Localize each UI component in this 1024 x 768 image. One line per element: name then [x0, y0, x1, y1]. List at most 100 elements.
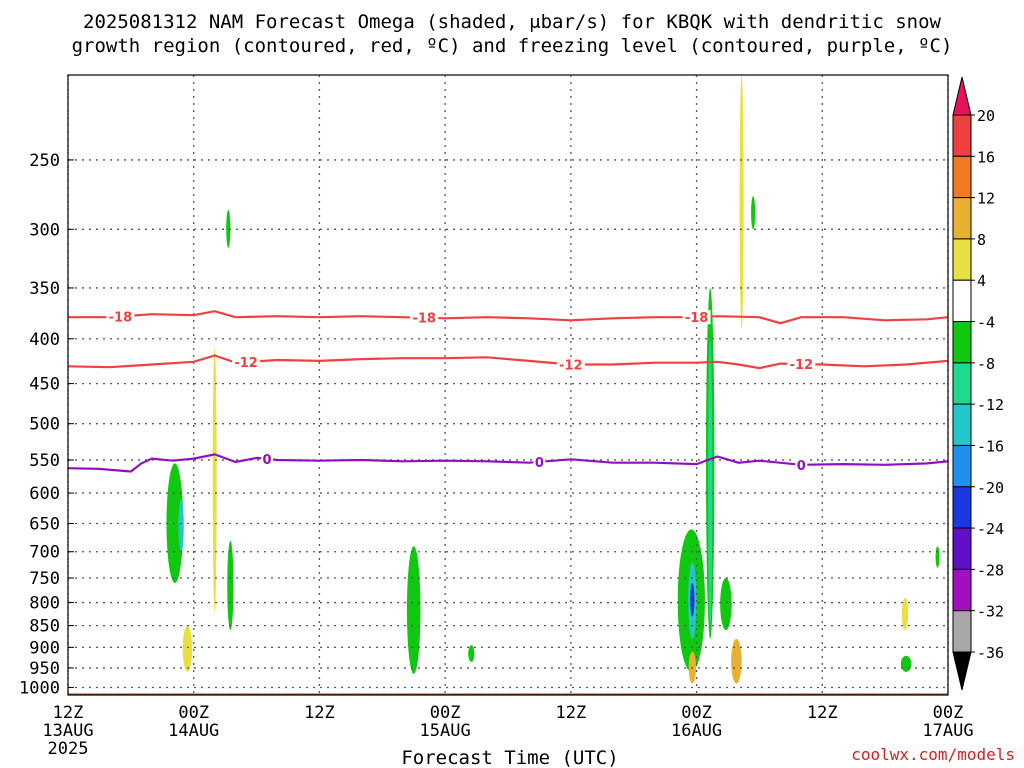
colorbar-label-6: -8 [977, 355, 995, 373]
colorbar-label-8: -16 [977, 437, 1004, 455]
colorbar-segment-4 [952, 238, 972, 281]
contour-label-bg-1-0 [232, 355, 261, 370]
x-tick-label-3: 00Z [430, 703, 461, 723]
contour-label-2-1: 0 [535, 456, 544, 471]
contour-line-1 [67, 354, 949, 370]
colorbar-segment-1 [952, 114, 972, 157]
colorbar-bottom-arrow [952, 651, 972, 691]
y-tick-label-350: 350 [29, 279, 60, 299]
colorbar-label-9: -20 [977, 479, 1004, 497]
omega-region-1 [178, 499, 184, 552]
colorbar-segment-2 [952, 155, 972, 199]
omega-region-10 [690, 583, 695, 617]
contour-label-0-1: -18 [412, 312, 436, 327]
contour-label-bg-1-2 [787, 357, 816, 372]
y-tick-label-450: 450 [29, 375, 60, 395]
contour-line-0 [68, 310, 949, 325]
contour-label-bg-2-2 [795, 457, 808, 472]
contour-label-2-0: 0 [263, 453, 272, 468]
y-tick-label-950: 950 [29, 659, 60, 679]
omega-region-14 [751, 196, 756, 230]
y-tick-label-600: 600 [29, 484, 60, 504]
chart-title-line-1: 2025081312 NAM Forecast Omega (shaded, μ… [83, 11, 941, 33]
colorbar-segment-6 [952, 321, 972, 364]
omega-region-4 [182, 625, 193, 672]
y-tick-label-250: 250 [29, 151, 60, 171]
chart-title-line-2: growth region (contoured, red, ºC) and f… [72, 35, 953, 57]
plot-area: -18 -18 -18 -12 -12 -12 0 0 0 250 300 350 400 450 500 5… [19, 74, 974, 759]
y-tick-label-900: 900 [29, 638, 60, 658]
colorbar-segment-13 [952, 610, 972, 653]
colorbar-segment-10 [952, 486, 972, 529]
x-tick-label-7: 00Z [933, 703, 964, 723]
contour-label-bg-2-0 [261, 451, 274, 466]
colorbar-label-11: -28 [977, 561, 1004, 579]
y-tick-label-850: 850 [29, 617, 60, 637]
contour-label-bg-2-1 [533, 454, 546, 469]
contour-line-2 [67, 453, 949, 473]
omega-region-6 [406, 546, 421, 674]
contour-label-0-2: -18 [685, 311, 709, 326]
contour-label-bg-0-2 [682, 310, 711, 325]
colorbar-segment-3 [952, 197, 972, 240]
colorbar-label-4: 4 [977, 272, 986, 290]
contour-label-1-1: -12 [559, 359, 583, 374]
plot-frame [67, 74, 949, 696]
x-tick-label-2: 12Z [304, 703, 335, 723]
contour-label-bg-1-1 [556, 357, 585, 372]
y-tick-label-1000: 1000 [19, 678, 60, 698]
surface-terrain [68, 693, 948, 695]
x-tick-label-4: 12Z [555, 703, 586, 723]
y-tick-label-700: 700 [29, 543, 60, 563]
y-tick-label-300: 300 [29, 220, 60, 240]
colorbar-segment-9 [952, 444, 972, 488]
colorbar-label-10: -24 [977, 520, 1004, 538]
colorbar-segment-11 [952, 527, 972, 570]
colorbar-label-5: -4 [977, 314, 995, 332]
x-tick-date-5: 16AUG [671, 721, 722, 741]
colorbar-label-7: -12 [977, 396, 1004, 414]
y-tick-label-400: 400 [29, 330, 60, 350]
colorbar-label-0: 20 [977, 107, 995, 125]
omega-region-17 [731, 638, 742, 684]
x-axis-label: Forecast Time (UTC) [401, 747, 618, 768]
contour-label-bg-0-0 [106, 309, 135, 324]
colorbar-top-arrow [952, 76, 972, 116]
omega-region-19 [900, 655, 912, 672]
contour-label-0-0: -18 [109, 310, 133, 325]
omega-region-20 [935, 546, 940, 568]
omega-region-7 [468, 645, 475, 662]
x-tick-label-0: 12Z [53, 703, 84, 723]
colorbar-label-1: 16 [977, 148, 995, 166]
y-tick-label-800: 800 [29, 594, 60, 614]
omega-region-13 [739, 75, 744, 330]
x-tick-date-7: 17AUG [922, 721, 973, 741]
colorbar: 20 16 12 8 4 -4 -8 -12 -16 -20 -24 -28 -32 -36 [952, 76, 1004, 691]
x-tick-date-3: 15AUG [420, 721, 471, 741]
x-tick-date-1: 14AUG [168, 721, 219, 741]
colorbar-segment-7 [952, 362, 972, 405]
contour-label-1-0: -12 [234, 356, 258, 371]
omega-region-15 [720, 577, 732, 631]
colorbar-segment-8 [952, 403, 972, 446]
contour-label-bg-0-1 [410, 310, 439, 325]
x-tick-year-0: 2025 [48, 739, 89, 759]
x-tick-label-5: 00Z [681, 703, 712, 723]
colorbar-label-2: 12 [977, 190, 995, 208]
colorbar-segment-5 [952, 279, 972, 323]
omega-region-12 [708, 338, 713, 626]
colorbar-label-12: -32 [977, 603, 1004, 621]
y-tick-label-500: 500 [29, 415, 60, 435]
x-tick-label-6: 12Z [807, 703, 838, 723]
y-tick-label-550: 550 [29, 451, 60, 471]
y-tick-label-750: 750 [29, 569, 60, 589]
contour-label-1-2: -12 [790, 358, 814, 373]
colorbar-label-3: 8 [977, 231, 986, 249]
omega-region-18 [901, 597, 909, 631]
colorbar-segment-12 [952, 568, 972, 612]
credit-text: coolwx.com/models [851, 745, 1015, 764]
omega-region-3 [227, 540, 234, 631]
contour-label-2-2: 0 [797, 459, 806, 474]
colorbar-label-13: -36 [977, 644, 1004, 662]
